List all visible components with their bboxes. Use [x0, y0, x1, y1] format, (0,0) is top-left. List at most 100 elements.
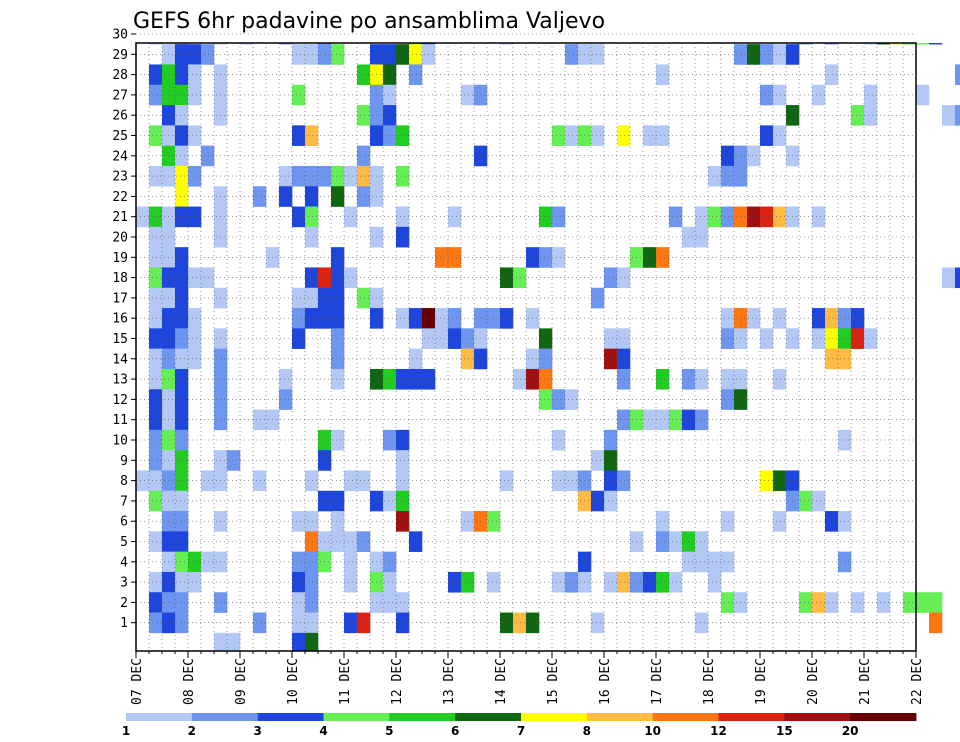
heatmap-cell: [149, 308, 163, 329]
heatmap-cell: [292, 44, 306, 65]
heatmap-cell: [292, 206, 306, 228]
heatmap-cell: [435, 328, 449, 349]
heatmap-cell: [331, 511, 345, 532]
heatmap-cell: [305, 287, 319, 309]
y-tick-label: 8: [120, 474, 128, 489]
heatmap-cell: [929, 612, 943, 634]
colorbar-label: 1: [122, 724, 130, 738]
heatmap-cell: [461, 571, 475, 593]
heatmap-cell: [916, 84, 930, 106]
grid-lines: [136, 33, 916, 651]
heatmap-cell: [344, 165, 358, 187]
heatmap-cell: [175, 612, 189, 634]
heatmap-cell: [552, 125, 566, 146]
heatmap-cell: [656, 247, 670, 268]
heatmap-cell: [188, 44, 202, 65]
heatmap-cell: [500, 308, 514, 329]
heatmap-cell: [175, 206, 189, 228]
heatmap-cell: [656, 64, 670, 86]
heatmap-cell: [747, 206, 761, 228]
heatmap-cell: [175, 531, 189, 552]
heatmap-cell: [461, 348, 475, 370]
heatmap-cell: [383, 84, 397, 106]
heatmap-cell: [591, 490, 605, 512]
heatmap-cell: [552, 247, 566, 268]
heatmap-cell: [760, 44, 774, 65]
colorbar-swatch: [718, 713, 785, 721]
heatmap-cell: [591, 125, 605, 146]
heatmap-cell: [188, 206, 202, 228]
heatmap-cell: [539, 368, 553, 390]
heatmap-cell: [188, 64, 202, 86]
heatmap-cell: [292, 592, 306, 613]
heatmap-cell: [643, 409, 657, 431]
heatmap-cell: [643, 571, 657, 593]
heatmap-cell: [305, 551, 319, 573]
heatmap-cell: [669, 409, 683, 431]
heatmap-cell: [227, 632, 241, 652]
colorbar-label: 3: [253, 724, 261, 738]
heatmap-cell: [305, 308, 319, 329]
heatmap-cell: [305, 267, 319, 289]
heatmap-cell: [916, 592, 930, 613]
heatmap-cell: [292, 308, 306, 329]
x-tick-label: 07 DEC: [130, 658, 145, 705]
heatmap-cell: [331, 531, 345, 552]
heatmap-cell: [357, 470, 371, 492]
heatmap-cell: [344, 571, 358, 593]
heatmap-cell: [695, 612, 709, 634]
heatmap-cell: [500, 470, 514, 492]
x-axis: 07 DEC 08 DEC 09 DEC 10 DEC 11 DEC 12 DEC 13 D…: [130, 651, 925, 705]
heatmap-cell: [175, 551, 189, 573]
heatmap-cell: [396, 470, 410, 492]
heatmap-cell: [344, 206, 358, 228]
heatmap-cell: [604, 571, 618, 593]
heatmap-cell: [331, 368, 345, 390]
heatmap-cell: [773, 368, 787, 390]
heatmap-cell: [331, 348, 345, 370]
heatmap-cell: [175, 592, 189, 613]
heatmap-cell: [565, 44, 579, 65]
heatmap-cell: [851, 308, 865, 329]
heatmap-cell: [760, 470, 774, 492]
heatmap-cell: [695, 409, 709, 431]
heatmap-cell: [149, 612, 163, 634]
heatmap-cell: [409, 308, 423, 329]
heatmap-cell: [955, 105, 960, 126]
heatmap-cell: [188, 348, 202, 370]
heatmap-cell: [708, 206, 722, 228]
heatmap-cell: [175, 165, 189, 187]
heatmap-cell: [747, 308, 761, 329]
heatmap-cell: [292, 84, 306, 106]
heatmap-cell: [305, 470, 319, 492]
heatmap-cell: [175, 470, 189, 492]
heatmap-cell: [396, 125, 410, 146]
heatmap-cell: [409, 64, 423, 86]
colorbar-swatch: [126, 713, 193, 721]
x-tick-label: 21 DEC: [858, 658, 873, 705]
heatmap-cell: [188, 328, 202, 349]
heatmap-cell: [149, 368, 163, 390]
heatmap-cell: [357, 287, 371, 309]
heatmap-cell: [331, 267, 345, 289]
heatmap-cell: [383, 490, 397, 512]
y-tick-label: 22: [112, 190, 128, 205]
heatmap-cell: [565, 470, 579, 492]
x-tick-label: 14 DEC: [494, 658, 509, 705]
heatmap-cell: [942, 105, 956, 126]
heatmap-cell: [175, 511, 189, 532]
heatmap-cell: [175, 429, 189, 451]
x-tick-label: 09 DEC: [234, 658, 249, 705]
x-tick-label: 19 DEC: [754, 658, 769, 705]
heatmap-cell: [409, 44, 423, 65]
heatmap-cell: [357, 105, 371, 126]
colorbar-label: 5: [385, 724, 393, 738]
heatmap-cell: [149, 470, 163, 492]
heatmap-cell: [344, 531, 358, 552]
heatmap-cell: [812, 84, 826, 106]
colorbar-swatch: [850, 713, 917, 721]
heatmap-cell: [513, 368, 527, 390]
colorbar-swatch: [784, 713, 851, 721]
heatmap-cell: [604, 450, 618, 471]
